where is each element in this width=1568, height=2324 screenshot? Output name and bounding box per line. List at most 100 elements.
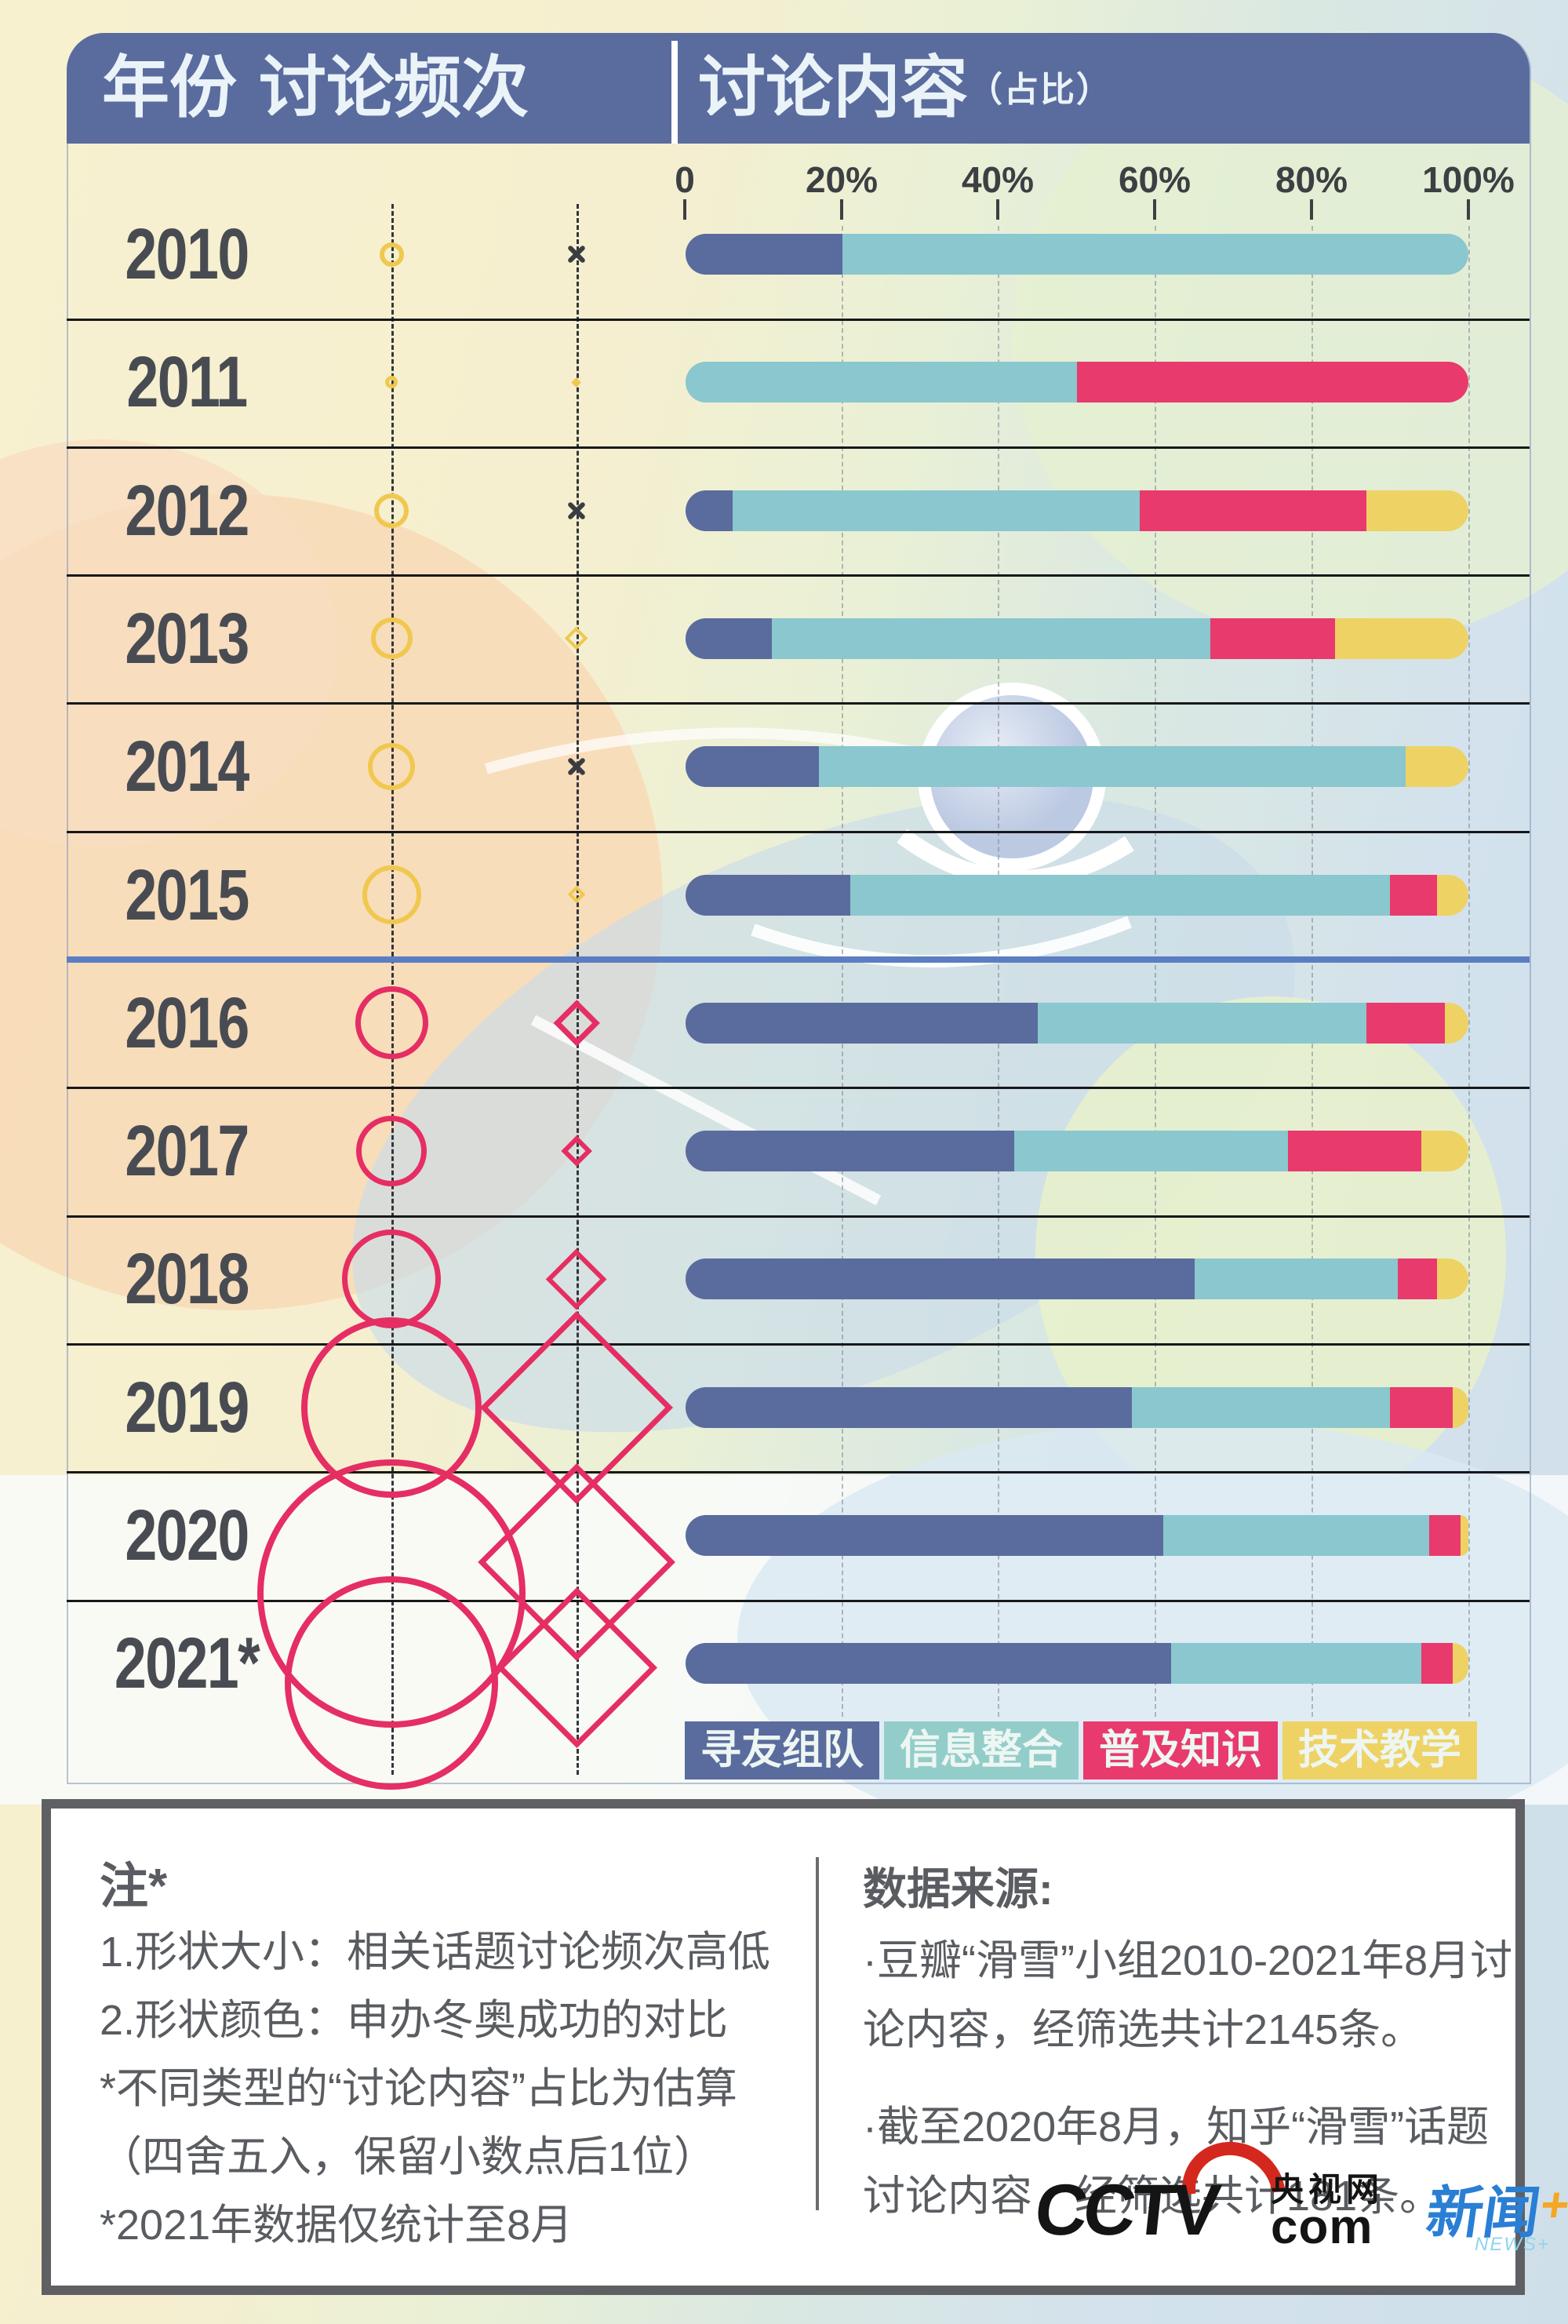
bar-segment-寻友组队 — [686, 746, 819, 788]
year-label: 2017 — [125, 1111, 249, 1192]
note-line: 2.形状颜色：申办冬奥成功的对比 — [100, 1997, 729, 2044]
axis-tick-label: 40% — [961, 159, 1035, 200]
bar-segment-寻友组队 — [686, 490, 733, 531]
bar-segment-普及知识 — [1288, 1131, 1422, 1172]
bar-segment-寻友组队 — [686, 874, 850, 916]
year-label: 2021* — [114, 1623, 260, 1704]
bar-segment-寻友组队 — [686, 1643, 1171, 1685]
content-bar — [686, 1643, 1468, 1685]
axis-tick-label: 0 — [675, 159, 695, 200]
row-divider — [67, 1215, 1530, 1218]
year-label: 2015 — [125, 854, 249, 935]
axis-tick-mark — [1467, 199, 1470, 220]
bar-segment-普及知识 — [1210, 617, 1336, 659]
row-divider-olympic-bid — [67, 956, 1530, 963]
year-label: 2011 — [126, 342, 248, 423]
bar-segment-普及知识 — [1139, 490, 1367, 531]
douban-frequency-symbol-circle — [285, 1576, 498, 1790]
bar-segment-技术教学 — [1445, 1002, 1468, 1044]
content-bar — [686, 1386, 1468, 1428]
axis-tick-label: 80% — [1275, 159, 1348, 200]
legend-item-普及知识: 普及知识 — [1083, 1721, 1278, 1779]
axis-tick-label: 20% — [805, 159, 879, 200]
content-bar — [686, 874, 1468, 916]
bar-segment-普及知识 — [1398, 1259, 1438, 1300]
year-label: 2019 — [125, 1367, 249, 1448]
axis-tick-mark — [1310, 199, 1313, 220]
bar-segment-技术教学 — [1421, 1131, 1468, 1172]
bar-segment-技术教学 — [1453, 1386, 1468, 1428]
axis-gridline — [1312, 226, 1313, 1717]
zhihu-column-line — [577, 204, 579, 1775]
bar-segment-普及知识 — [1390, 874, 1438, 916]
header-content-suffix: （占比） — [968, 71, 1112, 109]
bar-segment-技术教学 — [1366, 490, 1468, 531]
content-bar — [686, 1259, 1468, 1300]
logo-row: CCTV 央视网 com 新闻+ NEWS+ — [1031, 2121, 1568, 2279]
bar-segment-信息整合 — [1194, 1259, 1399, 1300]
header-divider — [671, 41, 678, 144]
axis-gridline — [1155, 226, 1156, 1717]
douban-frequency-symbol-circle — [374, 493, 409, 528]
bar-segment-寻友组队 — [686, 1259, 1195, 1300]
legend-item-信息整合: 信息整合 — [884, 1721, 1079, 1779]
douban-frequency-symbol-circle — [356, 1116, 427, 1187]
note-line: *不同类型的“讨论内容”占比为估算 — [100, 2065, 737, 2112]
source-title: 数据来源: — [863, 1864, 1053, 1914]
axis-gridline — [842, 226, 843, 1717]
bar-segment-技术教学 — [1453, 1643, 1468, 1685]
axis-tick-mark — [996, 199, 999, 220]
note-title: 注* — [100, 1860, 168, 1914]
source-item: ·豆瓣“滑雪”小组2010-2021年8月讨论内容，经筛选共计2145条。 — [863, 1937, 1513, 2053]
bar-segment-寻友组队 — [686, 1386, 1132, 1428]
bar-segment-信息整合 — [849, 874, 1391, 916]
bar-segment-普及知识 — [1421, 1643, 1453, 1685]
content-bar — [686, 1131, 1468, 1172]
row-divider — [67, 1342, 1530, 1346]
legend-item-技术教学: 技术教学 — [1282, 1721, 1477, 1779]
bar-segment-信息整合 — [1038, 1002, 1367, 1044]
year-label: 2014 — [125, 727, 249, 807]
douban-frequency-symbol-circle — [370, 617, 413, 660]
content-bar — [686, 1002, 1468, 1044]
footnote-divider — [816, 1857, 819, 2210]
axis-gridline — [998, 226, 999, 1717]
bar-segment-寻友组队 — [686, 1131, 1015, 1172]
bar-segment-寻友组队 — [686, 617, 772, 659]
axis-tick-mark — [840, 199, 843, 220]
source-item: ·截至2020年8月，知乎“滑雪”话题讨论内容，经筛选共计181条。 — [863, 2104, 1490, 2220]
row-divider — [67, 318, 1530, 321]
bar-segment-信息整合 — [732, 490, 1140, 531]
bar-segment-技术教学 — [1437, 874, 1468, 916]
header-frequency-label: 讨论频次 — [259, 50, 529, 126]
bar-segment-信息整合 — [686, 362, 1077, 403]
chart-card: 年份 讨论频次 讨论内容（占比） — [67, 33, 1531, 1784]
note-lines: 1.形状大小：相关话题讨论频次高低 2.形状颜色：申办冬奥成功的对比 *不同类型的“… — [100, 1918, 790, 2260]
bar-segment-普及知识 — [1366, 1002, 1446, 1044]
year-label: 2012 — [125, 470, 249, 551]
axis-tick-label: 100% — [1422, 159, 1515, 200]
content-bar — [686, 234, 1468, 275]
cctv-logo: CCTV — [1031, 2170, 1221, 2250]
bar-segment-技术教学 — [1437, 1259, 1468, 1300]
note-line: 1.形状大小：相关话题讨论频次高低 — [100, 1929, 771, 1976]
content-bar — [686, 617, 1468, 659]
row-divider — [67, 702, 1530, 705]
bar-segment-普及知识 — [1077, 362, 1468, 403]
bar-segment-寻友组队 — [686, 234, 842, 275]
row-divider — [67, 574, 1530, 577]
bar-segment-技术教学 — [1335, 617, 1468, 659]
bar-segment-寻友组队 — [686, 1515, 1163, 1556]
news-plus-en-label: NEWS+ — [1475, 2234, 1551, 2255]
year-label: 2016 — [125, 982, 249, 1063]
row-divider — [67, 1087, 1530, 1090]
content-bar — [686, 746, 1468, 788]
year-label: 2010 — [125, 214, 249, 294]
douban-frequency-symbol-circle — [368, 743, 415, 791]
axis-tick-mark — [683, 199, 686, 220]
year-label: 2013 — [125, 598, 249, 679]
bar-segment-信息整合 — [818, 746, 1406, 788]
bar-segment-普及知识 — [1390, 1386, 1453, 1428]
douban-frequency-symbol-circle — [379, 242, 404, 267]
